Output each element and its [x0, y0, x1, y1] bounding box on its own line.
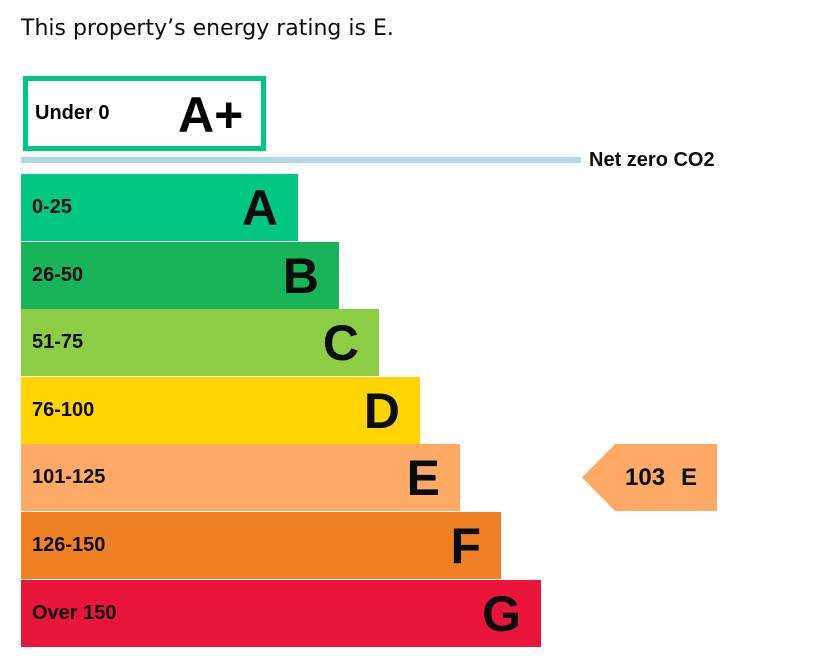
net-zero-label: Net zero CO2 — [589, 149, 715, 171]
current-letter: E — [681, 464, 698, 491]
pointer-arrow-shape — [582, 444, 717, 511]
net-zero-line — [21, 157, 581, 163]
band-c: 51-75 C — [21, 309, 379, 376]
band-a-plus: Under 0 A+ — [23, 76, 266, 151]
band-range-label: 26-50 — [32, 264, 84, 286]
band-range-label: 0-25 — [32, 196, 73, 218]
band-f: 126-150 F — [21, 512, 501, 579]
band-g: Over 150 G — [21, 580, 541, 647]
band-e: 101-125 E — [21, 444, 460, 511]
band-range-label: 51-75 — [32, 331, 84, 353]
band-letter: D — [363, 383, 400, 439]
band-range-label: Over 150 — [32, 602, 117, 624]
band-a: 0-25 A — [21, 174, 298, 241]
band-range-label: 101-125 — [32, 466, 106, 488]
band-b: 26-50 B — [21, 242, 339, 309]
band-letter: G — [482, 586, 521, 642]
energy-rating-summary: This property’s energy rating is E. — [21, 16, 394, 41]
band-letter: A+ — [178, 87, 244, 143]
band-letter: B — [282, 248, 319, 304]
band-range-label: Under 0 — [35, 102, 110, 124]
band-d: 76-100 D — [21, 377, 420, 444]
current-score: 103 — [625, 464, 666, 491]
band-range-label: 126-150 — [32, 534, 106, 556]
current-rating-pointer: 103 E — [582, 444, 717, 511]
band-letter: A — [241, 180, 278, 236]
band-letter: F — [450, 518, 481, 574]
band-range-label: 76-100 — [32, 399, 95, 421]
band-letter: E — [406, 450, 440, 506]
band-letter: C — [322, 315, 359, 371]
